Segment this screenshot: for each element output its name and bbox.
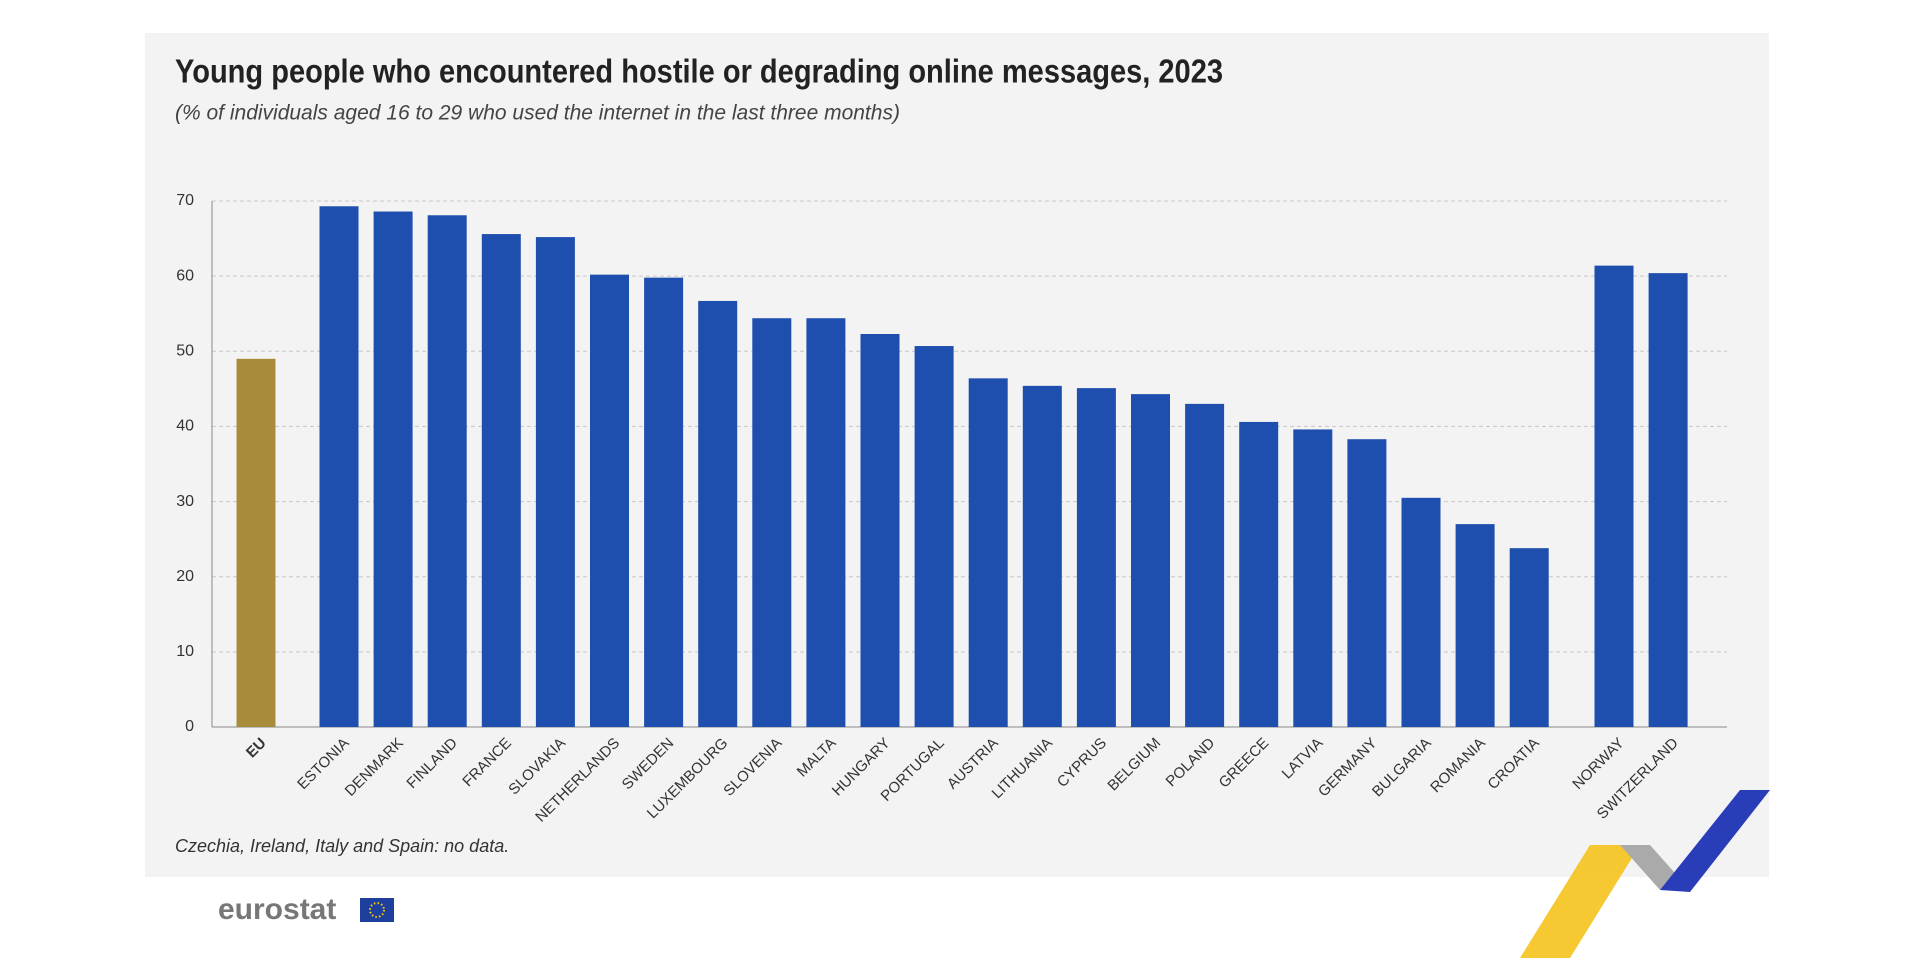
bar bbox=[752, 318, 792, 727]
bar bbox=[1185, 403, 1225, 727]
y-tick-label: 30 bbox=[176, 493, 194, 510]
bar bbox=[914, 346, 954, 727]
footnote: Czechia, Ireland, Italy and Spain: no da… bbox=[175, 836, 509, 856]
bar bbox=[1131, 394, 1170, 727]
y-tick-label: 40 bbox=[176, 418, 194, 435]
chart-title: Young people who encountered hostile or … bbox=[175, 53, 1223, 90]
bar bbox=[1347, 439, 1387, 727]
bar bbox=[698, 300, 738, 727]
bar bbox=[427, 215, 467, 727]
bar bbox=[1239, 421, 1279, 727]
bar bbox=[535, 237, 575, 727]
y-tick-label: 50 bbox=[176, 343, 194, 360]
y-tick-label: 10 bbox=[176, 643, 194, 660]
bar bbox=[319, 206, 359, 727]
bar bbox=[806, 318, 846, 727]
bar bbox=[1455, 524, 1495, 727]
deco-yellow bbox=[1520, 845, 1640, 958]
bar bbox=[968, 378, 1008, 727]
bar bbox=[1594, 265, 1634, 727]
bar bbox=[481, 234, 521, 727]
y-tick-label: 0 bbox=[185, 718, 194, 735]
bar bbox=[1401, 497, 1441, 727]
y-tick-label: 20 bbox=[176, 568, 194, 585]
eu-stars bbox=[369, 902, 385, 918]
bar bbox=[1509, 548, 1549, 727]
chart-subtitle: (% of individuals aged 16 to 29 who used… bbox=[175, 102, 900, 125]
bar bbox=[1648, 273, 1688, 727]
bar bbox=[373, 211, 413, 727]
bar bbox=[1076, 388, 1116, 727]
bar bbox=[590, 274, 629, 727]
bar bbox=[860, 334, 900, 727]
deco-blue bbox=[1660, 790, 1770, 892]
bar bbox=[1293, 429, 1333, 727]
y-tick-label: 60 bbox=[176, 267, 194, 284]
eu-flag bbox=[360, 898, 394, 922]
logo-text: eurostat bbox=[218, 893, 336, 926]
bar bbox=[236, 358, 276, 727]
bar bbox=[1022, 385, 1062, 727]
y-tick-label: 70 bbox=[176, 192, 194, 209]
bar bbox=[644, 277, 684, 727]
panel bbox=[145, 33, 1769, 877]
